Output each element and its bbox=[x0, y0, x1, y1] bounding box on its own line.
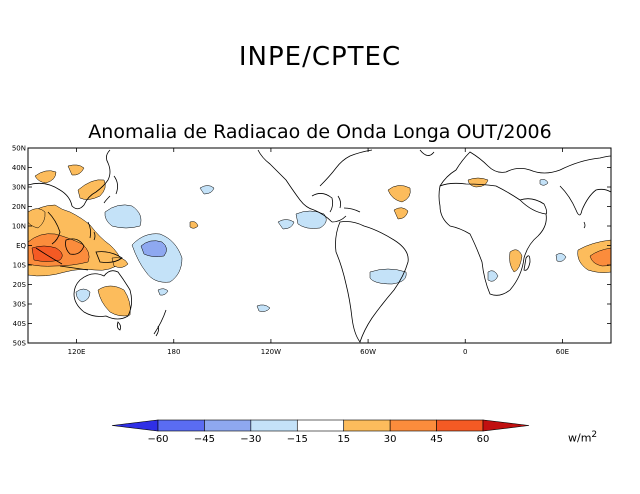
colorbar-label: 15 bbox=[337, 434, 350, 445]
anomaly-positive-australia bbox=[97, 285, 131, 317]
colorbar: −60 −45 −30 −15 15 30 45 60 bbox=[111, 419, 530, 445]
anomaly-positive-indian-ocean bbox=[28, 208, 46, 229]
coastline-north-america bbox=[257, 149, 373, 223]
latitude-axis: 50N 40N 30N 20N 10N EQ 10S 20S 30S 40S 50S bbox=[12, 145, 611, 348]
anomaly-positive-southern-africa bbox=[509, 249, 523, 273]
colorbar-segment bbox=[343, 419, 391, 432]
map-title: Anomalia de Radiacao de Onda Longa OUT/2… bbox=[88, 121, 552, 143]
lat-label: 10S bbox=[13, 262, 27, 270]
anomaly-negative-brazil bbox=[369, 268, 407, 285]
coastline-east-asia bbox=[28, 149, 111, 210]
coastline-gulf-of-mexico bbox=[311, 193, 334, 213]
anomaly-negative-central-pacific-north bbox=[199, 185, 215, 195]
coastline-sri-lanka bbox=[583, 221, 586, 229]
anomaly-negative-madagascar bbox=[555, 253, 567, 262]
colorbar-label: 45 bbox=[430, 434, 443, 445]
lon-label: 180 bbox=[167, 348, 180, 356]
coastline-florida bbox=[337, 195, 342, 209]
coastline-sumatra bbox=[35, 247, 63, 265]
colorbar-arrow-high bbox=[482, 419, 530, 432]
anomaly-negative-central-america bbox=[295, 210, 327, 229]
anomaly-positive-china bbox=[34, 170, 57, 184]
lon-label: 60W bbox=[360, 348, 376, 356]
coastline-south-america bbox=[335, 221, 409, 343]
coastline-new-zealand bbox=[153, 309, 167, 337]
colorbar-label: −60 bbox=[147, 434, 168, 445]
coastline-africa bbox=[438, 182, 547, 296]
lat-label: 10N bbox=[12, 223, 26, 231]
coastline-java bbox=[59, 265, 89, 271]
anomaly-negative-tasman bbox=[157, 288, 169, 296]
anomaly-strong-east-indian-ocean bbox=[589, 247, 611, 267]
coastline-borneo bbox=[65, 238, 85, 255]
anomaly-positive-north-atlantic bbox=[387, 185, 411, 203]
coastline-japan bbox=[103, 175, 118, 204]
anomaly-positive-nw-australia bbox=[111, 257, 129, 268]
lon-label: 0 bbox=[463, 348, 467, 356]
colorbar-label: 30 bbox=[384, 434, 397, 445]
lat-label: 40S bbox=[13, 320, 27, 328]
colorbar-segment bbox=[296, 419, 345, 432]
coastline-india bbox=[559, 185, 611, 216]
colorbar-arrow-low bbox=[111, 419, 159, 432]
colorbar-segment bbox=[250, 419, 298, 432]
anomaly-positive-central-pacific bbox=[189, 221, 199, 229]
anomaly-negative-coral-sea bbox=[75, 288, 91, 303]
lat-label: 30N bbox=[12, 184, 26, 192]
anomaly-shading bbox=[28, 164, 611, 317]
lon-label: 120E bbox=[68, 348, 86, 356]
agency-title: INPE/CPTEC bbox=[238, 42, 402, 72]
coastline-arabia bbox=[519, 198, 548, 215]
anomaly-positive-east-asia bbox=[77, 179, 106, 200]
colorbar-segment bbox=[157, 419, 205, 432]
lon-label: 120W bbox=[261, 348, 281, 356]
anomaly-positive-mediterranean bbox=[467, 177, 489, 188]
anomaly-strong-negative-sw-pacific bbox=[140, 240, 167, 257]
anomaly-negative-south-pacific bbox=[256, 304, 271, 312]
coastline-philippines bbox=[87, 221, 96, 241]
colorbar-label: 60 bbox=[477, 434, 490, 445]
coastline-europe bbox=[439, 151, 611, 187]
anomaly-positive-tropical-atlantic bbox=[393, 207, 409, 220]
coastline-madagascar bbox=[523, 255, 531, 271]
colorbar-segment bbox=[204, 419, 252, 432]
anomaly-negative-middle-east bbox=[539, 179, 549, 186]
longitude-axis: 120E 180 120W 60W 0 60E bbox=[68, 148, 569, 356]
coastline-greenland bbox=[419, 149, 435, 156]
colorbar-segment bbox=[436, 419, 484, 432]
lat-label: 30S bbox=[13, 301, 27, 309]
colorbar-label: −15 bbox=[287, 434, 308, 445]
coastlines bbox=[28, 149, 611, 343]
coastline-indochina bbox=[47, 211, 61, 245]
anomaly-positive-south-china bbox=[67, 164, 85, 176]
lat-label: 20N bbox=[12, 203, 26, 211]
coastline-caribbean bbox=[343, 207, 361, 213]
colorbar-segment bbox=[389, 419, 437, 432]
lat-label: EQ bbox=[16, 242, 26, 250]
lon-label: 60E bbox=[556, 348, 569, 356]
coastline-australia bbox=[73, 270, 132, 320]
coastline-tasmania bbox=[116, 321, 122, 331]
anomaly-negative-angola bbox=[487, 270, 499, 282]
lat-label: 50N bbox=[12, 145, 26, 153]
lat-label: 50S bbox=[13, 340, 27, 348]
colorbar-label: −45 bbox=[194, 434, 215, 445]
lat-label: 40N bbox=[12, 164, 26, 172]
anomaly-negative-east-pacific bbox=[277, 219, 295, 230]
lat-label: 20S bbox=[13, 281, 27, 289]
colorbar-label: −30 bbox=[240, 434, 261, 445]
coastline-new-guinea bbox=[95, 251, 123, 263]
anomaly-negative-west-pacific bbox=[104, 204, 142, 229]
colorbar-unit: w/m2 bbox=[568, 430, 598, 445]
